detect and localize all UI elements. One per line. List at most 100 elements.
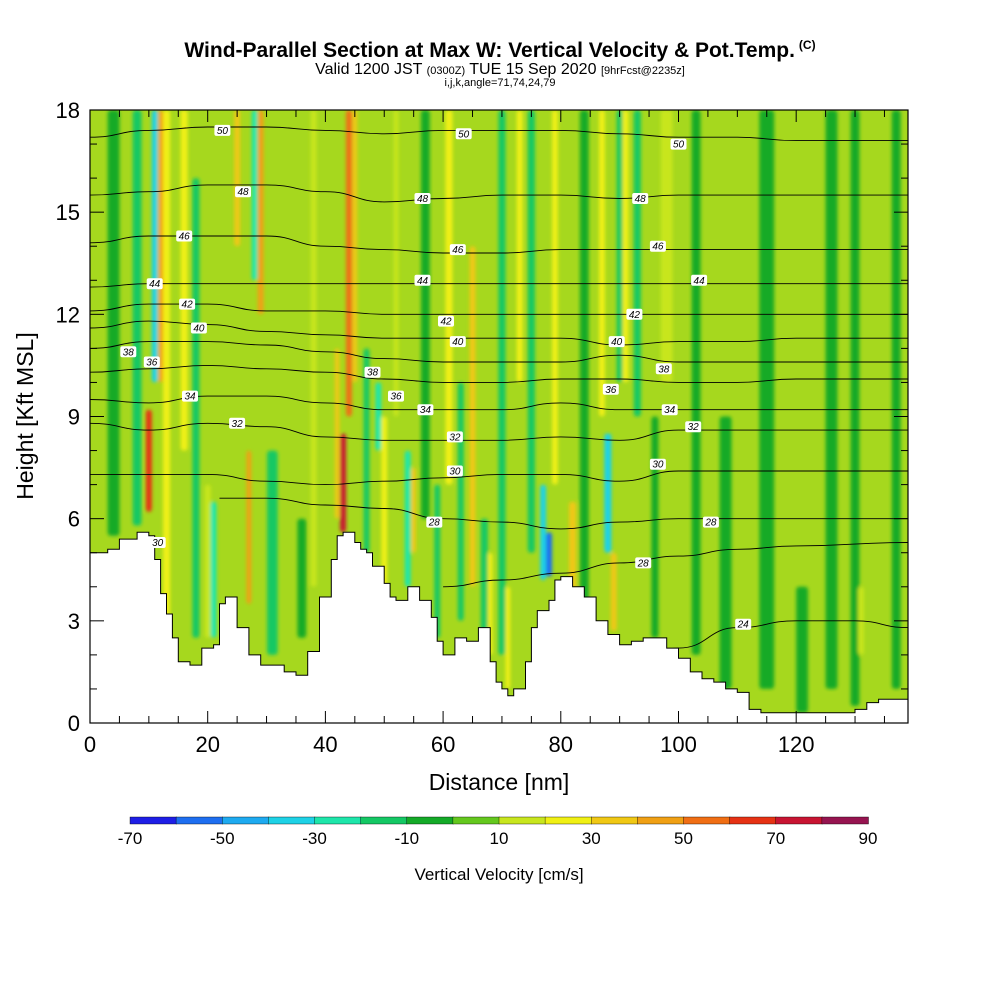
svg-text:36: 36 (390, 392, 402, 403)
svg-text:32: 32 (688, 422, 700, 433)
y-tick-label-0: 0 (68, 711, 80, 736)
velocity-band-14 (267, 450, 278, 655)
colorbar: -70 -50 -30 -10 10 30 50 70 90 (118, 816, 878, 848)
colorbar-tick-2: -30 (302, 829, 327, 848)
velocity-band-3 (151, 110, 158, 383)
colorbar-label: Vertical Velocity [cm/s] (414, 865, 583, 884)
velocity-field (107, 110, 901, 713)
svg-text:42: 42 (182, 300, 194, 311)
title-mark: (C) (798, 38, 816, 52)
y-tick-label-3: 3 (68, 609, 80, 634)
colorbar-swatch-15 (821, 816, 869, 825)
svg-text:48: 48 (417, 194, 429, 205)
svg-text:28: 28 (704, 518, 717, 529)
contour-label-28: 32 (446, 431, 463, 443)
velocity-band-26 (411, 467, 416, 553)
velocity-band-20 (352, 110, 358, 383)
colorbar-tick-1: -50 (210, 829, 235, 848)
contour-label-22: 36 (388, 390, 404, 403)
svg-text:30: 30 (152, 538, 164, 549)
velocity-band-31 (469, 246, 476, 587)
contour-label-0: 50 (214, 124, 231, 137)
velocity-band-55 (825, 110, 838, 689)
svg-text:36: 36 (146, 358, 158, 369)
velocity-band-24 (393, 110, 399, 417)
contour-label-30: 30 (149, 537, 166, 549)
y-tick-label-12: 12 (56, 302, 80, 327)
colorbar-tick-7: 70 (766, 829, 785, 848)
y-tick-label-15: 15 (56, 200, 80, 225)
svg-text:50: 50 (458, 129, 470, 140)
velocity-band-23 (381, 416, 388, 587)
velocity-band-10 (234, 110, 241, 247)
contour-label-4: 48 (414, 193, 431, 205)
y-tick-label-9: 9 (68, 405, 80, 430)
velocity-band-37 (527, 110, 535, 553)
contour-label-18: 38 (120, 346, 137, 358)
svg-text:34: 34 (184, 392, 196, 403)
velocity-band-53 (759, 110, 775, 689)
contour-label-32: 30 (649, 458, 666, 471)
velocity-band-5 (163, 110, 171, 621)
velocity-band-48 (633, 110, 641, 417)
contour-label-33: 28 (426, 516, 443, 529)
svg-text:44: 44 (417, 276, 429, 287)
svg-text:32: 32 (449, 432, 461, 443)
velocity-band-32 (480, 518, 488, 655)
contour-label-26: 34 (661, 404, 678, 416)
theta-contours (90, 126, 908, 683)
x-tick-label-40: 40 (313, 732, 337, 757)
velocity-band-0 (107, 110, 120, 536)
velocity-band-13 (257, 110, 264, 315)
terrain (90, 531, 908, 723)
velocity-band-8 (204, 484, 211, 638)
velocity-band-21 (363, 348, 370, 553)
theta-contour-38 (90, 341, 908, 363)
section-indices: i,j,k,angle=71,74,24,79 (444, 77, 556, 89)
chart-title: Wind-Parallel Section at Max W: Vertical… (184, 38, 816, 62)
contour-label-34: 28 (702, 516, 719, 529)
velocity-band-54 (796, 586, 808, 713)
x-tick-label-80: 80 (549, 732, 573, 757)
contour-label-6: 46 (176, 230, 193, 243)
contour-label-21: 36 (143, 356, 160, 369)
svg-text:42: 42 (440, 317, 452, 328)
colorbar-tick-0: -70 (118, 829, 143, 848)
x-tick-label-120: 120 (778, 732, 815, 757)
colorbar-swatch-11 (637, 816, 685, 825)
velocity-band-44 (604, 433, 612, 553)
velocity-band-36 (516, 110, 523, 383)
velocity-band-56 (850, 110, 860, 706)
svg-text:36: 36 (605, 385, 617, 396)
colorbar-tick-8: 90 (859, 829, 878, 848)
colorbar-swatch-2 (222, 816, 270, 825)
theta-contour-32 (90, 422, 908, 441)
contour-label-27: 32 (229, 417, 246, 430)
colorbar-swatch-6 (406, 816, 454, 825)
valid-utc: (0300Z) (426, 65, 466, 77)
colorbar-tick-4: 10 (490, 829, 509, 848)
velocity-band-58 (891, 110, 901, 689)
svg-text:44: 44 (149, 279, 161, 290)
theta-contour-48 (90, 184, 908, 203)
forecast-label: [9hrFcst@2235z] (600, 65, 685, 77)
svg-text:38: 38 (123, 347, 135, 358)
velocity-band-7 (192, 178, 200, 638)
colorbar-swatch-13 (729, 816, 777, 825)
svg-text:44: 44 (694, 276, 706, 287)
svg-text:38: 38 (658, 364, 670, 375)
x-axis-label: Distance [nm] (429, 769, 570, 795)
svg-text:30: 30 (449, 467, 461, 478)
theta-contour-36 (90, 364, 908, 383)
y-tick-label-18: 18 (56, 98, 80, 123)
colorbar-swatch-7 (452, 816, 500, 825)
contour-label-36: 24 (735, 618, 752, 631)
contour-label-5: 48 (632, 193, 649, 205)
velocity-band-25 (404, 450, 411, 587)
svg-text:34: 34 (420, 405, 432, 416)
svg-text:24: 24 (737, 620, 750, 631)
contour-label-25: 34 (417, 404, 434, 416)
contour-label-19: 38 (364, 366, 381, 379)
svg-text:28: 28 (637, 558, 650, 569)
